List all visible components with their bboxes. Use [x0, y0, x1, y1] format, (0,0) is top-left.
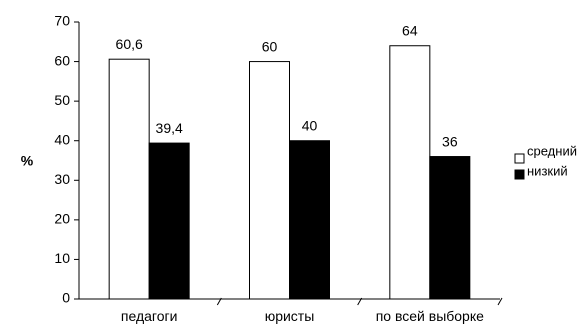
- data-label: 60: [262, 39, 278, 55]
- bar-nizkij: [429, 156, 471, 300]
- bar-nizkij: [289, 140, 330, 300]
- legend-swatch: [514, 153, 525, 164]
- x-category-divider: [216, 297, 222, 306]
- y-tick-label: 40: [54, 131, 70, 147]
- legend-label: средний: [527, 143, 577, 158]
- y-tick-label: 50: [54, 92, 70, 108]
- data-labels: 60,6 39,4 60 40 64 36: [116, 23, 458, 150]
- data-label: 64: [402, 23, 418, 39]
- y-tick-label: 20: [54, 211, 70, 227]
- bar-srednij: [108, 58, 150, 300]
- data-label: 39,4: [156, 120, 183, 136]
- legend-label: низкий: [527, 163, 568, 178]
- data-label: 60,6: [116, 36, 143, 52]
- x-category-divider: [497, 297, 503, 306]
- y-axis-title: %: [21, 153, 34, 169]
- x-tick-label: юристы: [265, 308, 315, 324]
- bar-nizkij: [148, 142, 190, 300]
- data-label: 40: [302, 118, 318, 134]
- y-tick-label: 70: [54, 13, 70, 29]
- legend: средний низкий: [514, 143, 577, 180]
- x-category-divider: [357, 297, 363, 306]
- y-tick-label: 0: [62, 290, 70, 306]
- axes: 0 10 20 30 40 50 60 70 педагоги юристы по всей выб…: [54, 13, 503, 324]
- y-tick-label: 60: [54, 52, 70, 68]
- y-tick-label: 10: [54, 250, 70, 266]
- data-label: 36: [442, 134, 458, 150]
- legend-swatch: [514, 169, 525, 180]
- y-tick-label: 30: [54, 171, 70, 187]
- bars: [108, 45, 471, 300]
- bar-srednij: [389, 45, 431, 300]
- x-tick-label: по всей выборке: [376, 308, 484, 324]
- bar-srednij: [249, 61, 290, 300]
- x-tick-label: педагоги: [121, 308, 178, 324]
